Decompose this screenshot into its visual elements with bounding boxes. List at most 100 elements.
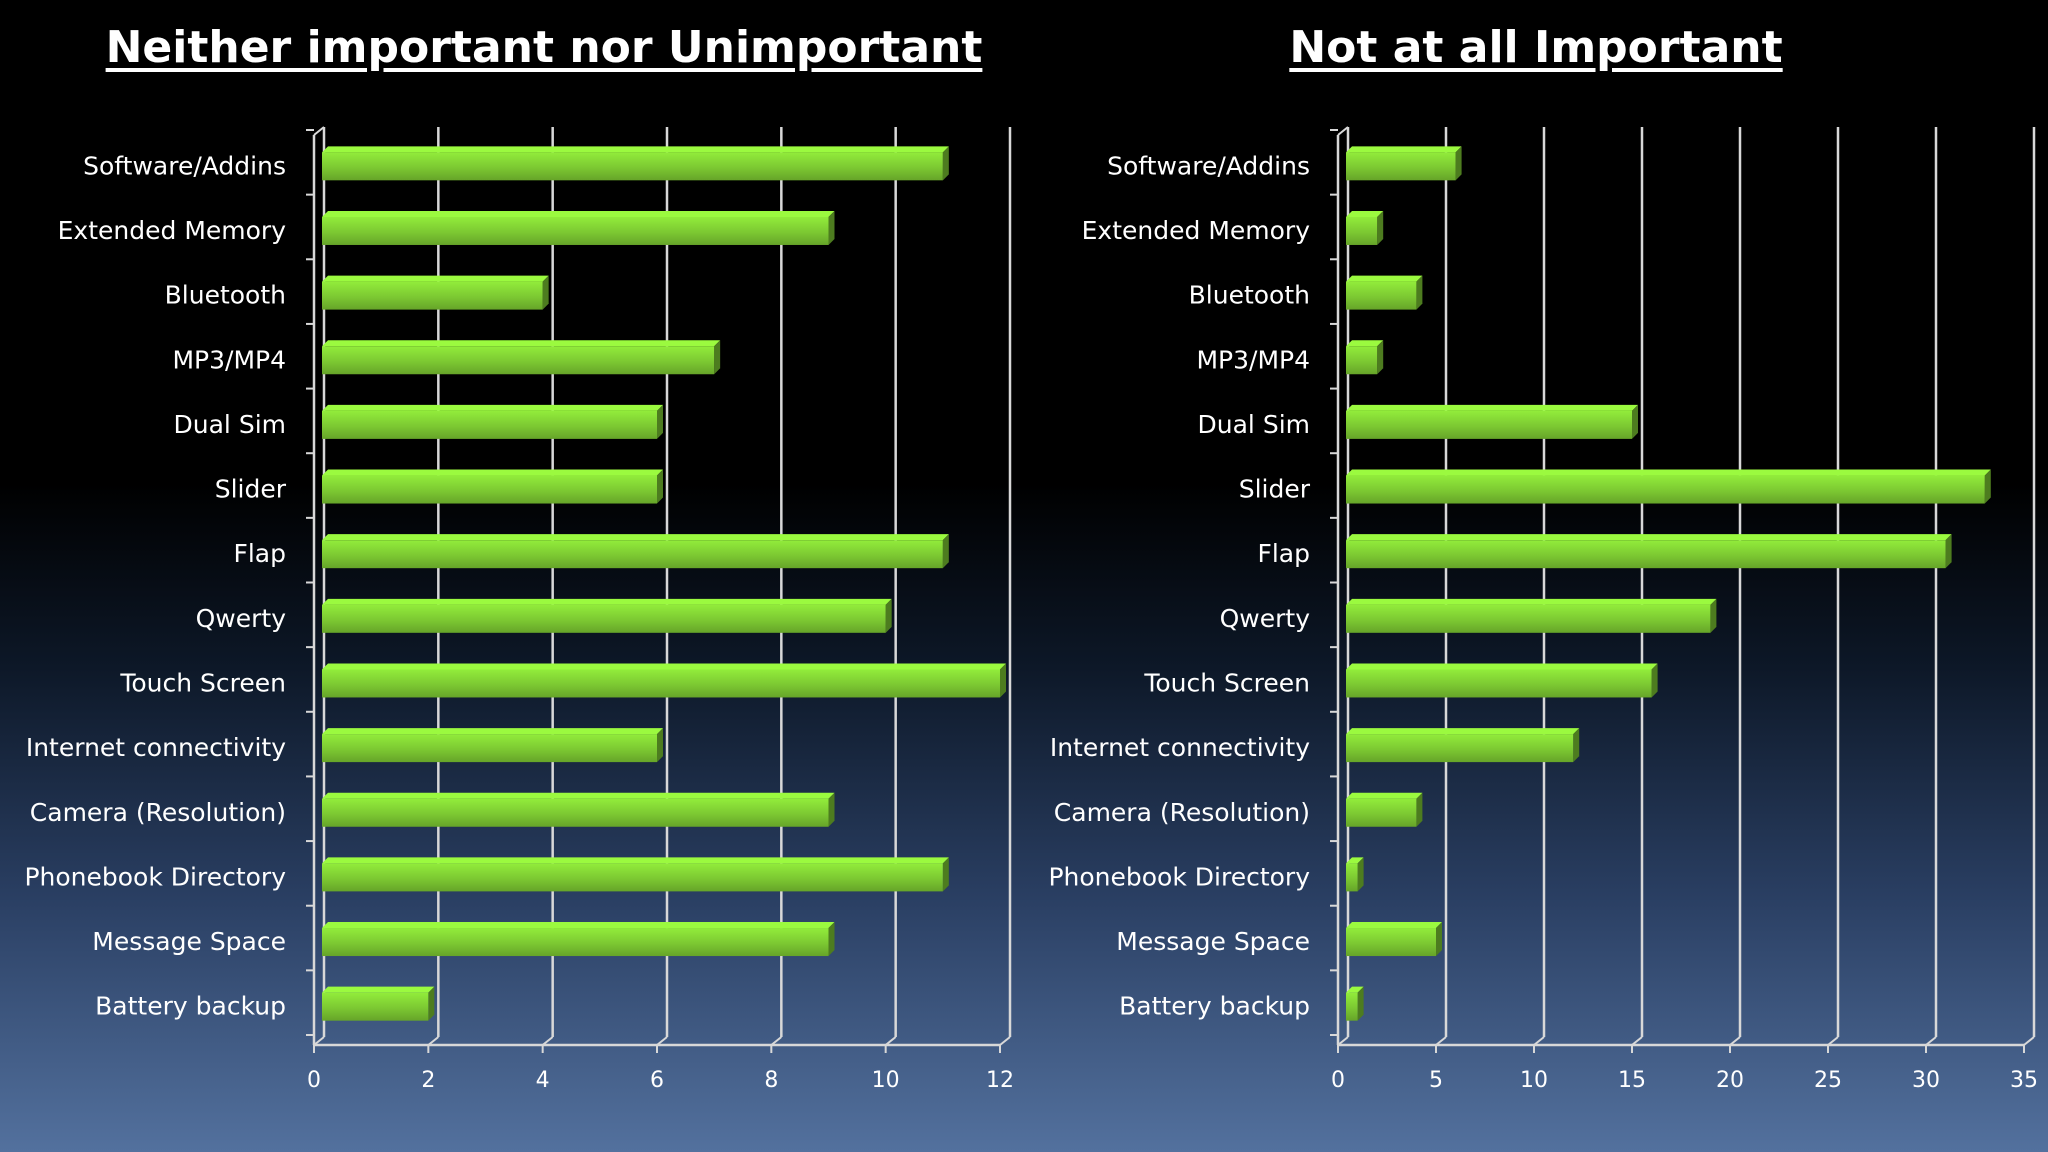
bar-side-face <box>657 469 663 504</box>
bar <box>322 863 943 892</box>
category-label: Battery backup <box>95 992 286 1021</box>
category-label: Phonebook Directory <box>24 862 286 891</box>
right-chart-title: Not at all Important <box>1289 22 1783 73</box>
x-tick-label: 35 <box>2010 1068 2038 1093</box>
bar <box>1346 346 1378 375</box>
bar-top-face <box>322 792 835 799</box>
bar-side-face <box>942 857 949 892</box>
category-label: Dual Sim <box>1198 410 1310 439</box>
bar-top-face <box>1346 986 1364 993</box>
bar-side-face <box>828 792 835 827</box>
bar-side-face <box>1377 340 1384 375</box>
bar-top-face <box>1346 469 1991 476</box>
bar <box>1346 540 1946 569</box>
bar-top-face <box>322 210 835 217</box>
bar <box>322 992 429 1021</box>
gridline-depth <box>770 1036 782 1046</box>
bar-top-face <box>322 663 1006 670</box>
gridline-depth <box>427 1036 439 1046</box>
bar <box>1346 669 1652 698</box>
category-label: Flap <box>1257 539 1310 568</box>
bar-top-face <box>1346 792 1423 799</box>
gridline-depth <box>1631 1036 1643 1046</box>
bar-side-face <box>1436 922 1442 957</box>
category-label: Slider <box>215 475 287 504</box>
category-label: Extended Memory <box>58 216 287 245</box>
bar-top-face <box>322 146 949 153</box>
bar-top-face <box>1346 340 1384 347</box>
bar-top-face <box>322 857 949 864</box>
gridline-depth <box>1337 1036 1349 1046</box>
bar-top-face <box>1346 404 1638 411</box>
bar <box>1346 410 1632 439</box>
bar <box>1346 604 1711 633</box>
bar <box>322 540 943 569</box>
bar <box>1346 992 1358 1021</box>
bar-top-face <box>322 922 835 929</box>
bar-top-face <box>1346 598 1717 605</box>
bar-side-face <box>1377 210 1384 245</box>
x-tick-label: 0 <box>307 1068 321 1093</box>
bar <box>322 734 657 763</box>
bar <box>322 346 715 375</box>
x-tick-label: 0 <box>1331 1068 1345 1093</box>
category-label: Camera (Resolution) <box>30 798 286 827</box>
left-chart-title: Neither important nor Unimportant <box>105 22 983 73</box>
x-tick-label: 25 <box>1814 1068 1842 1093</box>
bar <box>322 798 829 827</box>
x-tick-label: 10 <box>1520 1068 1548 1093</box>
category-label: Camera (Resolution) <box>1054 798 1310 827</box>
bar-side-face <box>542 275 549 310</box>
gridline-depth <box>2023 1036 2035 1046</box>
bar-top-face <box>322 275 549 282</box>
bar <box>322 152 943 181</box>
bar <box>1346 475 1985 504</box>
category-label: Battery backup <box>1119 992 1310 1021</box>
category-label: Flap <box>233 539 286 568</box>
bar-side-face <box>1710 598 1717 633</box>
bar-side-face <box>1632 404 1638 439</box>
bar-side-face <box>828 210 835 245</box>
x-tick-label: 6 <box>650 1068 664 1093</box>
bar-side-face <box>657 404 663 439</box>
x-tick-label: 20 <box>1716 1068 1744 1093</box>
bar-side-face <box>714 340 721 375</box>
bar-side-face <box>942 534 949 569</box>
bar-side-face <box>1651 663 1658 698</box>
bar-top-face <box>1346 922 1442 929</box>
category-label: Touch Screen <box>1143 668 1310 697</box>
bar-side-face <box>1357 986 1364 1021</box>
category-label: Touch Screen <box>119 668 286 697</box>
bar-top-face <box>1346 857 1364 864</box>
gridline-depth <box>1533 1036 1545 1046</box>
bar-side-face <box>1573 728 1580 763</box>
bar-side-face <box>657 728 663 763</box>
category-label: Qwerty <box>1220 604 1311 633</box>
bar-top-face <box>1346 146 1462 153</box>
bar-top-face <box>322 986 435 993</box>
bar <box>322 216 829 245</box>
category-label: Bluetooth <box>165 281 286 310</box>
gridline-depth <box>656 1036 668 1046</box>
category-label: Phonebook Directory <box>1048 862 1310 891</box>
bar-side-face <box>1455 146 1462 181</box>
category-label: Software/Addins <box>83 151 286 180</box>
bar-side-face <box>1416 275 1423 310</box>
category-label: Software/Addins <box>1107 151 1310 180</box>
bar <box>1346 863 1358 892</box>
category-label: Qwerty <box>196 604 287 633</box>
x-tick-label: 2 <box>421 1068 435 1093</box>
gridline-depth <box>1729 1036 1741 1046</box>
bar <box>322 669 1000 698</box>
gridline-depth <box>1435 1036 1447 1046</box>
category-label: MP3/MP4 <box>1196 345 1310 374</box>
gridline-depth <box>885 1036 897 1046</box>
category-label: Bluetooth <box>1189 281 1310 310</box>
bar <box>1346 152 1456 181</box>
category-label: Message Space <box>1116 927 1310 956</box>
bar-side-face <box>885 598 892 633</box>
bar <box>322 475 657 504</box>
gridline-depth <box>999 1036 1011 1046</box>
bar-top-face <box>1346 210 1384 217</box>
